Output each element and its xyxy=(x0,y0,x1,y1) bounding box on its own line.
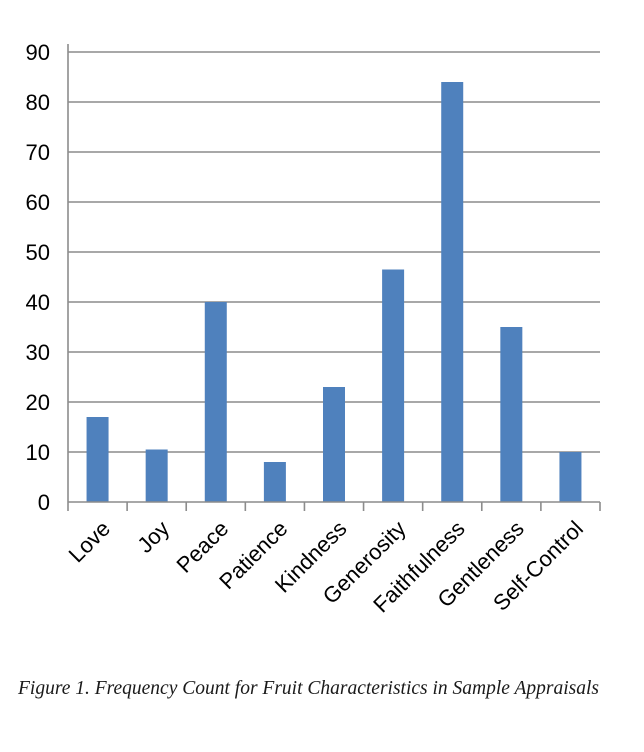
y-tick-label: 60 xyxy=(26,190,50,215)
bars xyxy=(86,82,582,502)
y-tick-label: 90 xyxy=(26,40,50,65)
bar-generosity xyxy=(382,269,405,502)
figure-caption: Figure 1. Frequency Count for Fruit Char… xyxy=(18,678,599,699)
axes xyxy=(67,44,601,511)
gridlines xyxy=(68,51,600,453)
bar-joy xyxy=(145,449,168,502)
y-tick-label: 10 xyxy=(26,440,50,465)
y-tick-label: 50 xyxy=(26,240,50,265)
y-tick-label: 0 xyxy=(38,490,50,515)
y-tick-label: 20 xyxy=(26,390,50,415)
bar-gentleness xyxy=(500,327,523,502)
y-tick-label: 40 xyxy=(26,290,50,315)
bar-kindness xyxy=(323,387,345,502)
x-tick-label: Joy xyxy=(132,516,174,558)
x-tick-labels: Love JoyPeacePatienceKindnessGenerosityFa… xyxy=(64,516,588,618)
y-tick-label: 30 xyxy=(26,340,50,365)
y-tick-label: 80 xyxy=(26,90,50,115)
bar-self-control xyxy=(559,452,582,502)
y-tick-labels: 0 10 20 30 40 50 60 70 80 90 xyxy=(26,40,50,515)
bar-faithfulness xyxy=(441,82,464,502)
x-tick-label: Love xyxy=(64,516,115,567)
bar-love xyxy=(86,417,109,502)
y-tick-label: 70 xyxy=(26,140,50,165)
bar-patience xyxy=(263,462,286,502)
bar-peace xyxy=(204,302,227,502)
